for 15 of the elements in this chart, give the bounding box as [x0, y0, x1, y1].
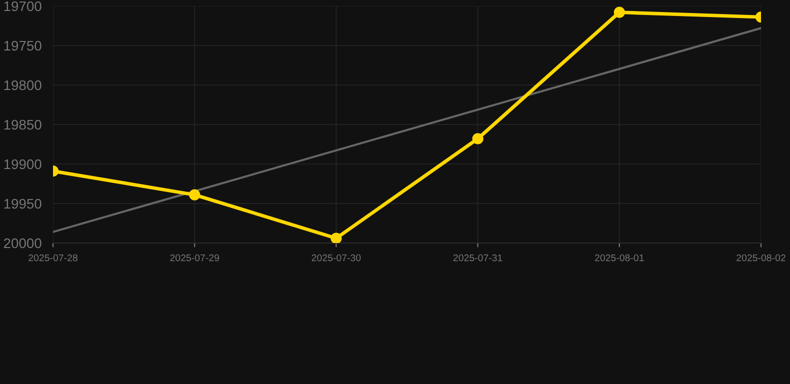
point: [472, 133, 484, 144]
x-tick-label: 2025-07-31: [453, 254, 502, 262]
x-tick-label: 2025-07-29: [170, 254, 220, 262]
x-tick-label: 2025-08-02: [736, 254, 786, 262]
x-tick-label: 2025-08-01: [595, 254, 644, 262]
y-tick-label: 19900: [4, 159, 42, 170]
x-tick-label: 2025-07-30: [312, 254, 361, 262]
y-tick-label: 19800: [4, 80, 42, 90]
y-tick-label: 19950: [4, 198, 42, 209]
point: [330, 232, 342, 243]
y-tick-label: 19850: [4, 120, 42, 130]
y-tick-label: 19700: [4, 1, 42, 12]
y-tick-label: 20000: [4, 238, 42, 248]
y-tick-label: 19750: [4, 40, 42, 51]
x-tick-label: 2025-07-28: [28, 254, 78, 262]
